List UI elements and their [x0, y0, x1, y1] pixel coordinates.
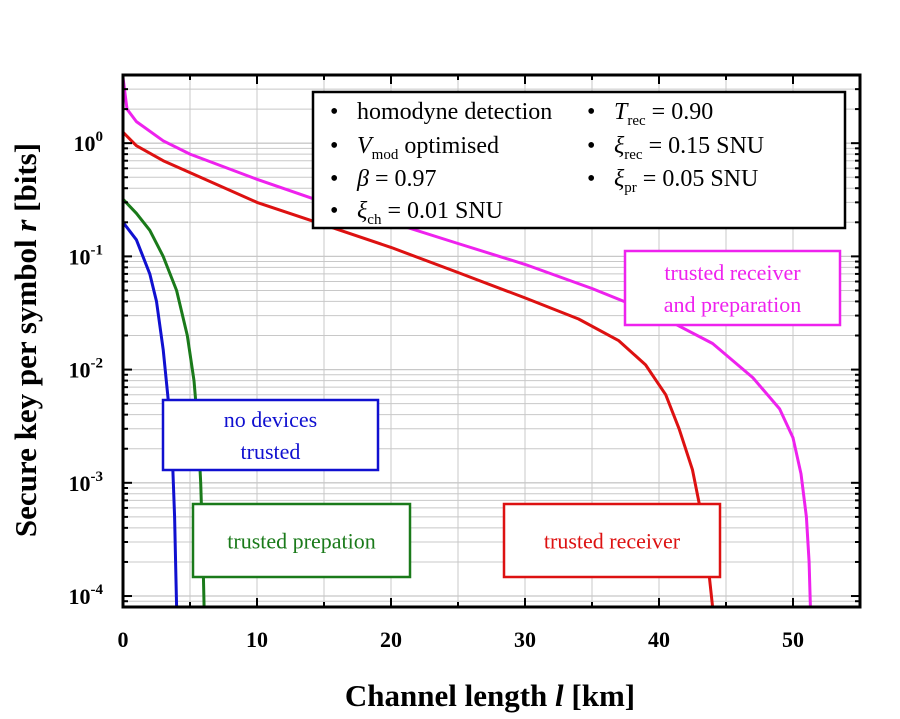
y-tick-label: 10-2 — [69, 356, 104, 383]
legend-item: ξrec = 0.15 SNU — [614, 133, 764, 163]
y-title-part1: Secure key per symbol — [8, 232, 43, 537]
legend-bullet: • — [587, 99, 595, 125]
y-tick-label: 10-4 — [69, 582, 104, 609]
legend-frame — [311, 90, 847, 230]
x-tick-labels: 0 10 20 30 40 50 — [118, 627, 805, 652]
x-tick-label: 0 — [118, 627, 129, 652]
y-tick-labels: 100 10-1 10-2 10-3 10-4 — [69, 129, 104, 609]
series-line-3 — [121, 77, 812, 608]
curve-label-1: trusted prepation — [191, 502, 412, 579]
curve-label-line: and preparation — [664, 292, 801, 317]
curve-label-box — [623, 249, 842, 327]
x-title-part1: Channel length — [345, 678, 555, 713]
y-title-part2: [bits] — [8, 143, 43, 220]
legend: • homodyne detection • Vmod optimised • β = 0… — [311, 90, 847, 230]
legend-item: Trec = 0.90 — [614, 99, 713, 129]
curve-label-line: no devices — [224, 407, 317, 432]
curve-label-line: trusted receiver — [544, 529, 681, 554]
x-axis-title: Channel length l [km] — [345, 678, 635, 713]
series-line-0 — [121, 221, 179, 608]
legend-bullet: • — [587, 133, 595, 159]
tick-marks — [122, 74, 861, 608]
curve-label-line: trusted receiver — [664, 260, 801, 285]
y-tick-label: 10-3 — [69, 469, 104, 496]
curve-label-box — [161, 398, 380, 472]
legend-bullet: • — [330, 99, 338, 125]
series-line-2 — [121, 131, 715, 608]
x-tick-label: 50 — [782, 627, 804, 652]
legend-item: homodyne detection — [357, 99, 552, 125]
y-title-var: r — [8, 219, 43, 232]
legend-item: Vmod optimised — [357, 133, 499, 163]
legend-items: • homodyne detection • Vmod optimised • β = 0… — [330, 99, 764, 228]
y-tick-label: 100 — [74, 129, 104, 156]
legend-bullet: • — [330, 198, 338, 224]
curve-label-box — [191, 502, 412, 579]
x-title-var: l — [555, 678, 564, 713]
curve-labels: no devices trusted trusted prepation truste… — [161, 249, 842, 579]
plot-frame — [121, 73, 862, 609]
x-tick-label: 10 — [246, 627, 268, 652]
x-title-part2: [km] — [564, 678, 635, 713]
legend-item: ξch = 0.01 SNU — [357, 198, 503, 228]
legend-bullet: • — [587, 166, 595, 192]
x-tick-label: 30 — [514, 627, 536, 652]
curve-label-3: trusted receiver and preparation — [623, 249, 842, 327]
curve-label-line: trusted prepation — [227, 529, 375, 554]
legend-bullet: • — [330, 166, 338, 192]
x-tick-label: 20 — [380, 627, 402, 652]
series-layer — [121, 77, 812, 608]
legend-item: ξpr = 0.05 SNU — [614, 166, 758, 196]
legend-item: β = 0.97 — [356, 166, 437, 192]
curve-label-2: trusted receiver — [502, 502, 722, 579]
x-tick-label: 40 — [648, 627, 670, 652]
curve-label-line: trusted — [241, 439, 301, 464]
curve-label-0: no devices trusted — [161, 398, 380, 472]
curve-label-box — [502, 502, 722, 579]
legend-bullet: • — [330, 133, 338, 159]
y-axis-title: Secure key per symbol r [bits] — [8, 143, 43, 537]
y-tick-label: 10-1 — [69, 242, 104, 269]
